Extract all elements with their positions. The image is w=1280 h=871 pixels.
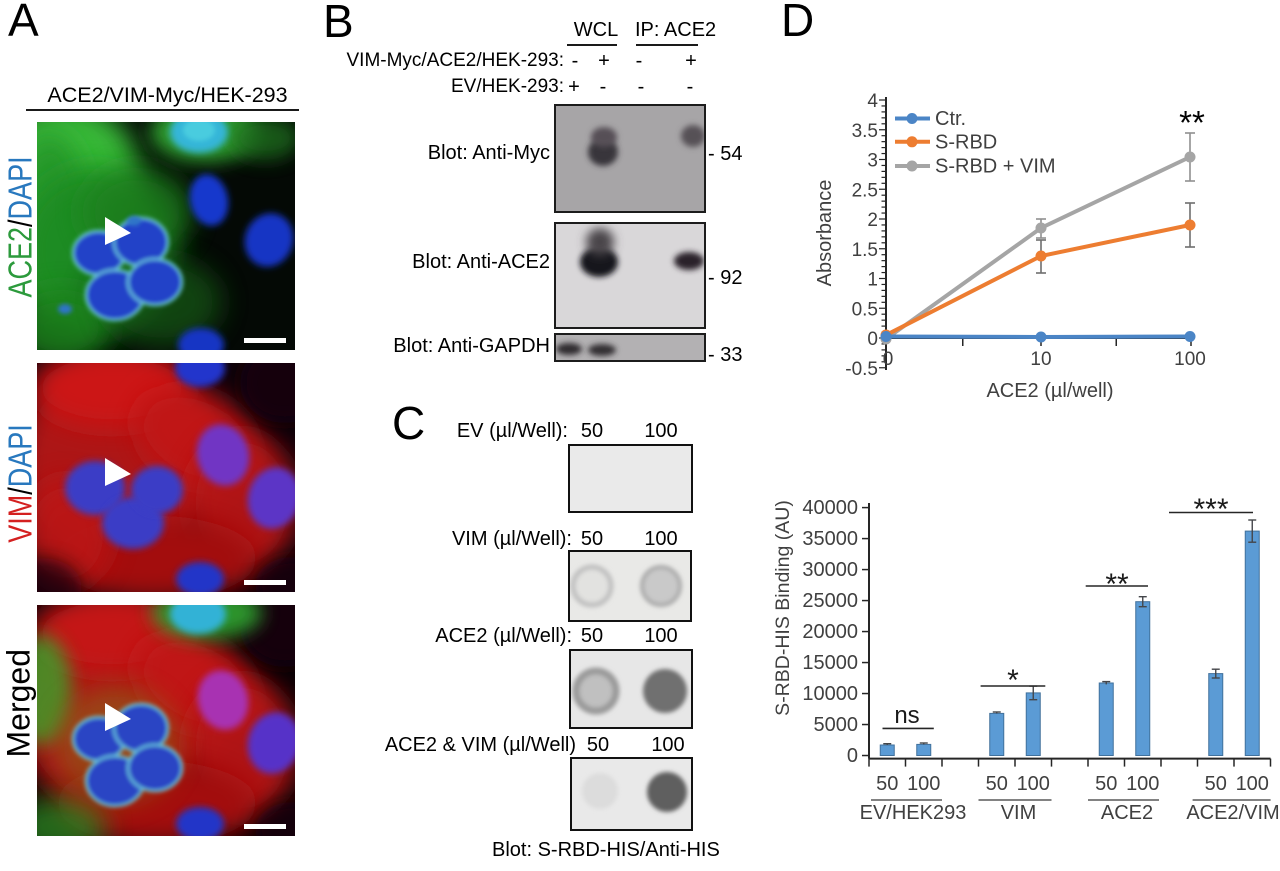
svg-text:S-RBD + VIM: S-RBD + VIM	[935, 156, 1056, 178]
svg-text:15000: 15000	[802, 652, 858, 674]
svg-text:ACE2 (µl/well): ACE2 (µl/well)	[986, 380, 1113, 402]
svg-text:Absorbance: Absorbance	[814, 180, 836, 287]
svg-text:50: 50	[986, 773, 1008, 795]
svg-text:S-RBD-HIS Binding (AU): S-RBD-HIS Binding (AU)	[772, 500, 794, 716]
svg-text:EV/HEK293: EV/HEK293	[860, 802, 967, 824]
svg-text:ACE2/VIM: ACE2/VIM	[1186, 802, 1279, 824]
svg-text:40000: 40000	[802, 497, 858, 519]
svg-text:30000: 30000	[802, 559, 858, 581]
svg-text:**: **	[1179, 104, 1205, 141]
svg-text:1: 1	[867, 270, 878, 291]
svg-text:4: 4	[867, 91, 878, 112]
svg-text:ACE2: ACE2	[1101, 802, 1153, 824]
svg-text:5000: 5000	[814, 714, 859, 736]
svg-text:100: 100	[1174, 349, 1206, 370]
svg-text:0: 0	[867, 329, 878, 350]
svg-text:10000: 10000	[802, 683, 858, 705]
svg-text:50: 50	[1095, 773, 1117, 795]
svg-text:50: 50	[876, 773, 898, 795]
svg-text:100: 100	[1236, 773, 1269, 795]
svg-text:ns: ns	[894, 702, 919, 729]
svg-text:10: 10	[1030, 349, 1051, 370]
svg-text:VIM: VIM	[1001, 802, 1037, 824]
svg-text:50: 50	[1205, 773, 1227, 795]
svg-text:100: 100	[1126, 773, 1159, 795]
svg-text:100: 100	[1017, 773, 1050, 795]
svg-text:Ctr.: Ctr.	[935, 108, 966, 130]
svg-text:-0.5: -0.5	[845, 359, 878, 380]
svg-text:3.5: 3.5	[852, 121, 878, 142]
svg-text:S-RBD: S-RBD	[935, 132, 997, 154]
svg-text:1.5: 1.5	[852, 240, 878, 261]
svg-text:3: 3	[867, 151, 878, 172]
svg-text:35000: 35000	[802, 528, 858, 550]
svg-text:0.5: 0.5	[852, 299, 878, 320]
svg-text:100: 100	[907, 773, 940, 795]
svg-text:0: 0	[847, 745, 858, 767]
svg-text:20000: 20000	[802, 621, 858, 643]
svg-text:2.5: 2.5	[852, 180, 878, 201]
svg-text:**: **	[1105, 568, 1129, 601]
svg-text:*: *	[1007, 664, 1019, 697]
svg-text:2: 2	[867, 210, 878, 231]
svg-text:25000: 25000	[802, 590, 858, 612]
svg-text:***: ***	[1193, 493, 1228, 526]
svg-text:0: 0	[883, 349, 894, 370]
